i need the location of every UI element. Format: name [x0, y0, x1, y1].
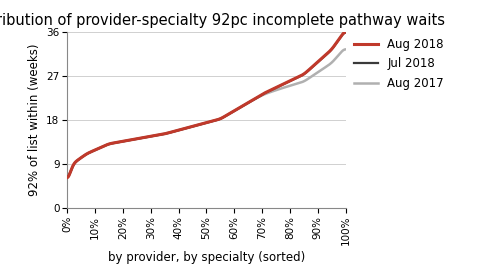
Y-axis label: 92% of list within (weeks): 92% of list within (weeks) — [28, 44, 41, 197]
Title: Distribution of provider-specialty 92pc incomplete pathway waits: Distribution of provider-specialty 92pc … — [0, 13, 445, 28]
Legend: Aug 2018, Jul 2018, Aug 2017: Aug 2018, Jul 2018, Aug 2017 — [354, 38, 444, 90]
X-axis label: by provider, by specialty (sorted): by provider, by specialty (sorted) — [108, 251, 305, 264]
